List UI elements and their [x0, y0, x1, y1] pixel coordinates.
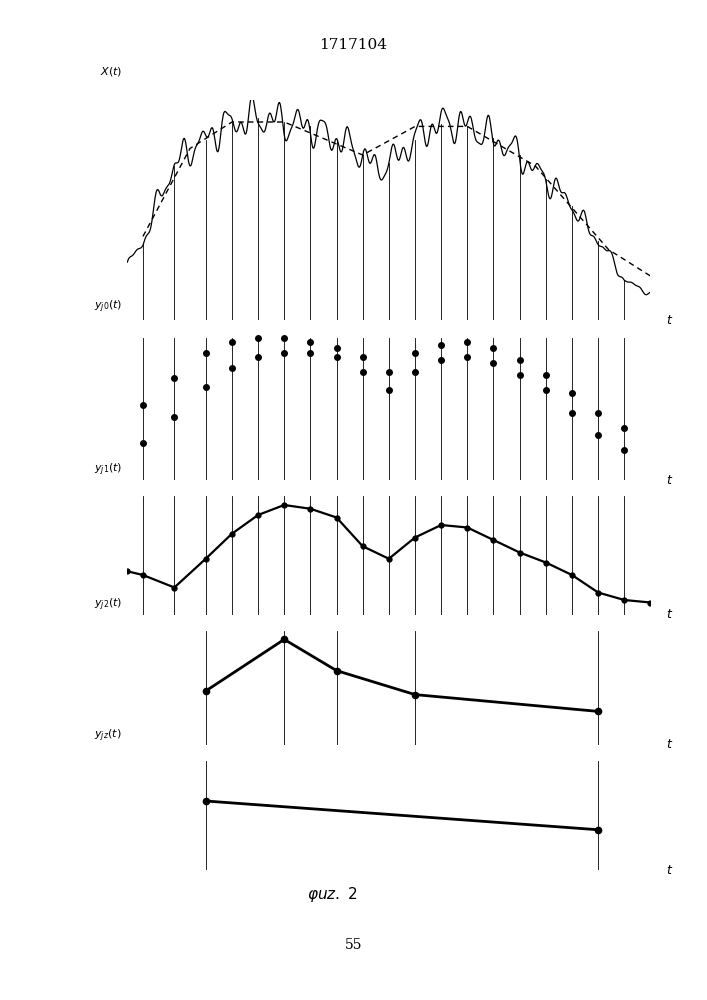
- Text: $X(t)$: $X(t)$: [100, 65, 122, 78]
- Text: $y_{jz}(t)$: $y_{jz}(t)$: [95, 727, 122, 744]
- Text: $\varphi u z.\ 2$: $\varphi u z.\ 2$: [307, 886, 358, 904]
- Text: $t$: $t$: [666, 738, 673, 752]
- Text: $t$: $t$: [666, 863, 673, 876]
- Text: $t$: $t$: [666, 314, 673, 326]
- Text: $t$: $t$: [666, 474, 673, 487]
- Text: 1717104: 1717104: [320, 38, 387, 52]
- Text: $y_{j0}(t)$: $y_{j0}(t)$: [93, 299, 122, 315]
- Text: $y_{j2}(t)$: $y_{j2}(t)$: [93, 597, 122, 613]
- Text: $y_{j1}(t)$: $y_{j1}(t)$: [93, 461, 122, 478]
- Text: $t$: $t$: [666, 608, 673, 621]
- Text: 55: 55: [345, 938, 362, 952]
